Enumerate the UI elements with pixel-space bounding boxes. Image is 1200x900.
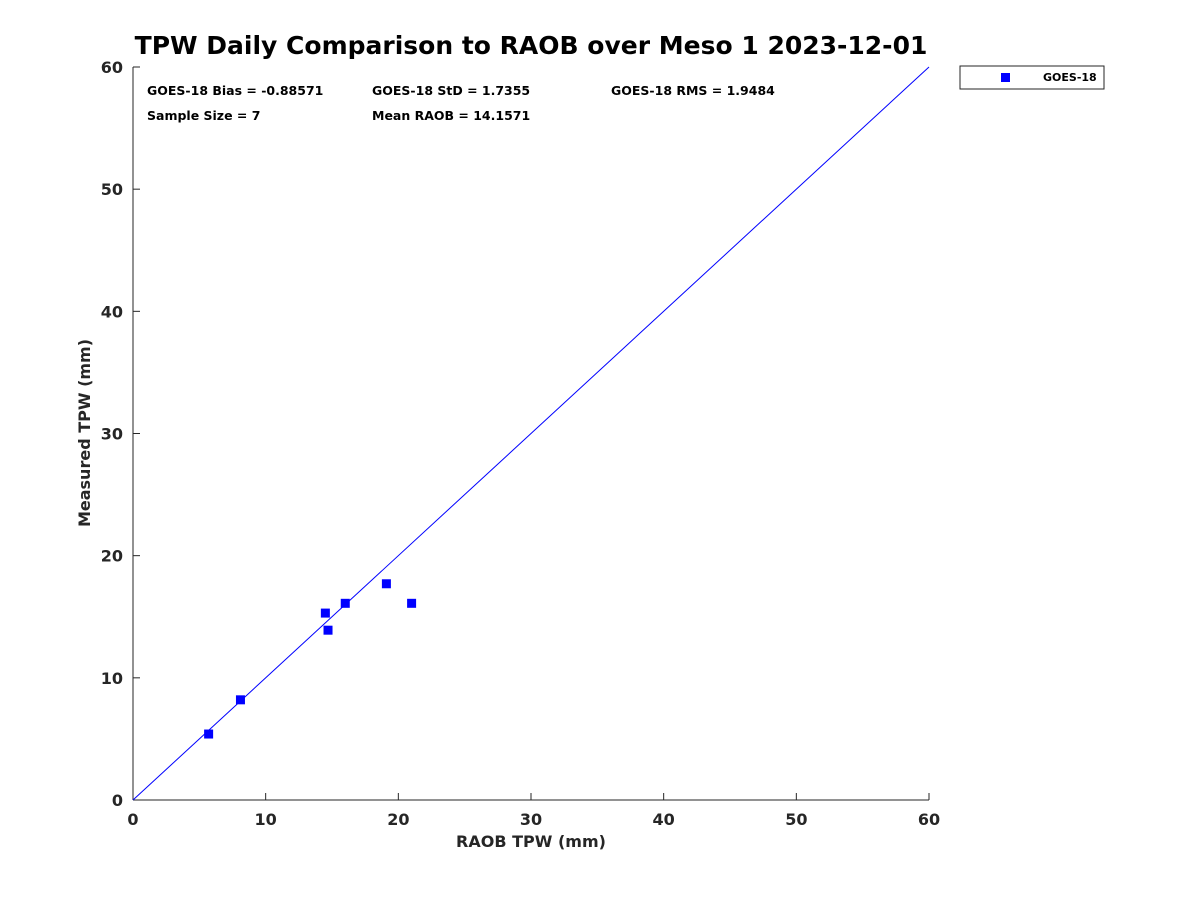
- y-tick-label: 0: [112, 791, 123, 810]
- rms-annotation: GOES-18 RMS = 1.9484: [611, 83, 775, 98]
- reference-line-group: [132, 66, 930, 801]
- legend-label-goes-18: GOES-18: [1043, 71, 1097, 84]
- legend-marker-goes-18: [1001, 73, 1010, 82]
- x-tick-label: 60: [918, 810, 940, 829]
- sample-size-annotation: Sample Size = 7: [147, 108, 260, 123]
- y-tick-label: 40: [101, 302, 123, 321]
- x-tick-label: 30: [520, 810, 542, 829]
- legend: GOES-18: [959, 65, 1105, 90]
- x-tick-label: 40: [653, 810, 675, 829]
- y-tick-label: 10: [101, 669, 123, 688]
- y-tick-label: 60: [101, 58, 123, 77]
- axis-ticks: 0 10 20 30 40 50 60 0 10 20 30 40 50 60: [101, 58, 940, 829]
- data-point: [407, 598, 417, 608]
- x-tick-label: 0: [127, 810, 138, 829]
- chart-title: TPW Daily Comparison to RAOB over Meso 1…: [135, 31, 928, 60]
- data-points: [204, 579, 417, 739]
- data-point: [320, 608, 330, 618]
- x-axis-label: RAOB TPW (mm): [456, 832, 606, 851]
- data-point: [235, 695, 245, 705]
- y-tick-label: 50: [101, 180, 123, 199]
- legend-box: [959, 65, 1105, 90]
- y-tick-label: 30: [101, 425, 123, 444]
- data-point: [204, 729, 214, 739]
- x-tick-label: 20: [387, 810, 409, 829]
- x-tick-label: 10: [255, 810, 277, 829]
- data-point: [381, 579, 391, 589]
- data-point: [340, 598, 350, 608]
- y-axis-label: Measured TPW (mm): [75, 339, 94, 527]
- data-point: [323, 625, 333, 635]
- bias-annotation: GOES-18 Bias = -0.88571: [147, 83, 323, 98]
- std-annotation: GOES-18 StD = 1.7355: [372, 83, 530, 98]
- y-tick-label: 20: [101, 547, 123, 566]
- x-tick-label: 50: [785, 810, 807, 829]
- mean-raob-annotation: Mean RAOB = 14.1571: [372, 108, 530, 123]
- one-to-one-line: [132, 66, 930, 801]
